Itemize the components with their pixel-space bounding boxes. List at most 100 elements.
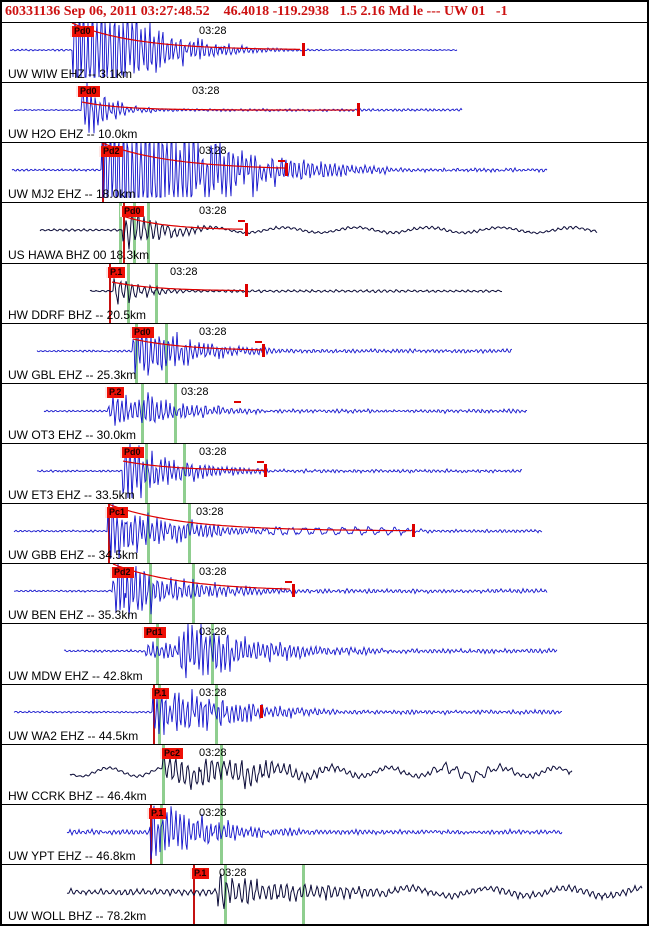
station-label: UW OT3 EHZ -- 30.0km bbox=[8, 427, 137, 442]
time-tick-label: 03:28 bbox=[181, 385, 209, 398]
waveform-plot bbox=[89, 277, 503, 305]
waveform-trace bbox=[43, 392, 528, 426]
waveform-plot bbox=[13, 504, 543, 559]
pick-flag[interactable]: P.1 bbox=[106, 266, 126, 278]
waveform-trace bbox=[66, 873, 643, 909]
waveform-plot bbox=[36, 443, 523, 499]
pick-time-line bbox=[102, 143, 104, 203]
predicted-arrival-line bbox=[147, 504, 150, 564]
coda-end-marker[interactable] bbox=[357, 103, 360, 117]
waveform-trace bbox=[63, 624, 558, 679]
pick-flag[interactable]: P.1 bbox=[147, 807, 167, 819]
waveform-plot bbox=[9, 23, 458, 78]
predicted-arrival-line bbox=[165, 323, 168, 383]
waveform-plot bbox=[39, 211, 598, 250]
trace-panel-woll[interactable]: P.1 03:28 UW WOLL BHZ -- 78.2km bbox=[2, 863, 647, 924]
trace-panel-mj2[interactable]: Pd2 03:28 UW MJ2 EHZ -- 18.0km bbox=[2, 142, 647, 203]
trace-panel-ypt[interactable]: P.1 03:28 UW YPT EHZ -- 46.8km bbox=[2, 803, 647, 864]
amplitude-marker bbox=[285, 581, 292, 584]
station-label: UW MJ2 EHZ -- 18.0km bbox=[8, 187, 136, 202]
waveform-trace bbox=[66, 805, 563, 860]
coda-end-marker[interactable] bbox=[262, 343, 265, 357]
waveform-trace bbox=[14, 564, 548, 618]
waveform-plot bbox=[63, 624, 558, 679]
pick-flag[interactable]: Pd0 bbox=[120, 206, 144, 218]
trace-panel-wiw[interactable]: Pd0 03:28 UW WIW EHZ -- 3.1km bbox=[2, 22, 647, 83]
trace-panel-mdw[interactable]: Pd1 03:28 UW MDW EHZ -- 42.8km bbox=[2, 623, 647, 684]
predicted-arrival-line bbox=[133, 203, 136, 263]
pick-flag[interactable]: Pc1 bbox=[105, 507, 129, 519]
waveform-plot bbox=[36, 330, 513, 376]
pick-time-line bbox=[150, 804, 152, 864]
pick-flag[interactable]: Pd2 bbox=[99, 146, 123, 158]
coda-decay-curve bbox=[107, 504, 411, 532]
pick-flag[interactable]: P.1 bbox=[190, 867, 210, 879]
pick-flag[interactable]: Pd0 bbox=[70, 26, 94, 37]
station-label: UW GBB EHZ -- 34.5km bbox=[8, 548, 139, 563]
coda-end-marker[interactable] bbox=[285, 163, 288, 177]
time-tick-label: 03:28 bbox=[199, 145, 227, 158]
waveform-trace bbox=[13, 504, 543, 559]
trace-panel-wa2[interactable]: P.1 03:28 UW WA2 EHZ -- 44.5km bbox=[2, 683, 647, 744]
time-tick-label: 03:28 bbox=[199, 205, 227, 218]
pick-flag[interactable]: Pd2 bbox=[110, 567, 134, 579]
coda-decay-curve bbox=[111, 281, 244, 291]
predicted-arrival-line bbox=[220, 804, 223, 864]
pick-flag[interactable]: P.1 bbox=[150, 687, 170, 699]
station-label: HW CCRK BHZ -- 46.4km bbox=[8, 788, 147, 803]
trace-panel-gbl[interactable]: Pd0 03:28 UW GBL EHZ -- 25.3km bbox=[2, 322, 647, 383]
coda-decay-curve bbox=[122, 460, 264, 471]
coda-decay-curve bbox=[122, 215, 244, 231]
coda-end-marker[interactable] bbox=[302, 43, 305, 56]
waveform-plot bbox=[13, 688, 563, 735]
pick-flag[interactable]: Pd0 bbox=[120, 446, 144, 458]
trace-panel-ddrf[interactable]: P.1 03:28 HW DDRF BHZ -- 20.5km bbox=[2, 262, 647, 323]
time-tick-label: 03:28 bbox=[219, 866, 247, 879]
trace-panel-hawa[interactable]: Pd0 03:28 US HAWA BHZ 00 18.3km bbox=[2, 202, 647, 263]
time-tick-label: 03:28 bbox=[199, 566, 227, 579]
station-label: UW YPT EHZ -- 46.8km bbox=[8, 848, 136, 863]
time-tick-label: 03:28 bbox=[199, 325, 227, 338]
predicted-arrival-line bbox=[119, 203, 122, 263]
coda-end-marker[interactable] bbox=[292, 584, 295, 598]
predicted-arrival-line bbox=[302, 864, 305, 924]
time-tick-label: 03:28 bbox=[199, 806, 227, 819]
pick-flag[interactable]: P.2 bbox=[105, 386, 125, 398]
station-label: US HAWA BHZ 00 18.3km bbox=[8, 247, 150, 262]
waveform-trace bbox=[89, 277, 503, 305]
station-label: UW H2O EHZ -- 10.0km bbox=[8, 127, 138, 142]
pick-flag[interactable]: Pd1 bbox=[142, 627, 166, 639]
predicted-arrival-line bbox=[156, 624, 159, 684]
station-label: UW WA2 EHZ -- 44.5km bbox=[8, 728, 139, 743]
waveform-trace bbox=[11, 143, 548, 199]
waveform-plot bbox=[13, 83, 463, 134]
trace-panel-ot3[interactable]: P.2 03:28 UW OT3 EHZ -- 30.0km bbox=[2, 382, 647, 443]
waveform-trace bbox=[36, 330, 513, 376]
pick-flag[interactable]: Pd0 bbox=[130, 326, 154, 338]
coda-decay-curve bbox=[132, 338, 263, 351]
waveform-trace bbox=[13, 688, 563, 735]
trace-panel-et3[interactable]: Pd0 03:28 UW ET3 EHZ -- 33.5km bbox=[2, 442, 647, 504]
waveform-trace bbox=[13, 83, 463, 134]
coda-end-marker[interactable] bbox=[260, 704, 263, 718]
trace-panel-ben[interactable]: Pd2 03:28 UW BEN EHZ -- 35.3km bbox=[2, 563, 647, 624]
station-label: UW ET3 EHZ -- 33.5km bbox=[8, 488, 135, 503]
pick-flag[interactable]: Pc2 bbox=[160, 747, 184, 759]
predicted-arrival-line bbox=[192, 564, 195, 624]
waveform-plot bbox=[69, 753, 573, 790]
time-tick-label: 03:28 bbox=[192, 85, 220, 98]
coda-end-marker[interactable] bbox=[245, 283, 248, 297]
coda-decay-curve bbox=[81, 101, 355, 111]
trace-panel-ccrk[interactable]: Pc2 03:28 HW CCRK BHZ -- 46.4km bbox=[2, 743, 647, 804]
trace-panel-h2o[interactable]: Pd0 03:28 UW H2O EHZ -- 10.0km bbox=[2, 82, 647, 143]
predicted-arrival-line bbox=[158, 684, 161, 744]
time-tick-label: 03:28 bbox=[170, 265, 198, 278]
time-tick-label: 03:28 bbox=[199, 626, 227, 639]
coda-end-marker[interactable] bbox=[245, 223, 248, 237]
coda-end-marker[interactable] bbox=[412, 524, 415, 538]
waveform-plot bbox=[43, 392, 528, 426]
pick-flag[interactable]: Pd0 bbox=[76, 86, 100, 98]
trace-panel-gbb[interactable]: Pc1 03:28 UW GBB EHZ -- 34.5km bbox=[2, 503, 647, 564]
coda-end-marker[interactable] bbox=[264, 463, 267, 477]
